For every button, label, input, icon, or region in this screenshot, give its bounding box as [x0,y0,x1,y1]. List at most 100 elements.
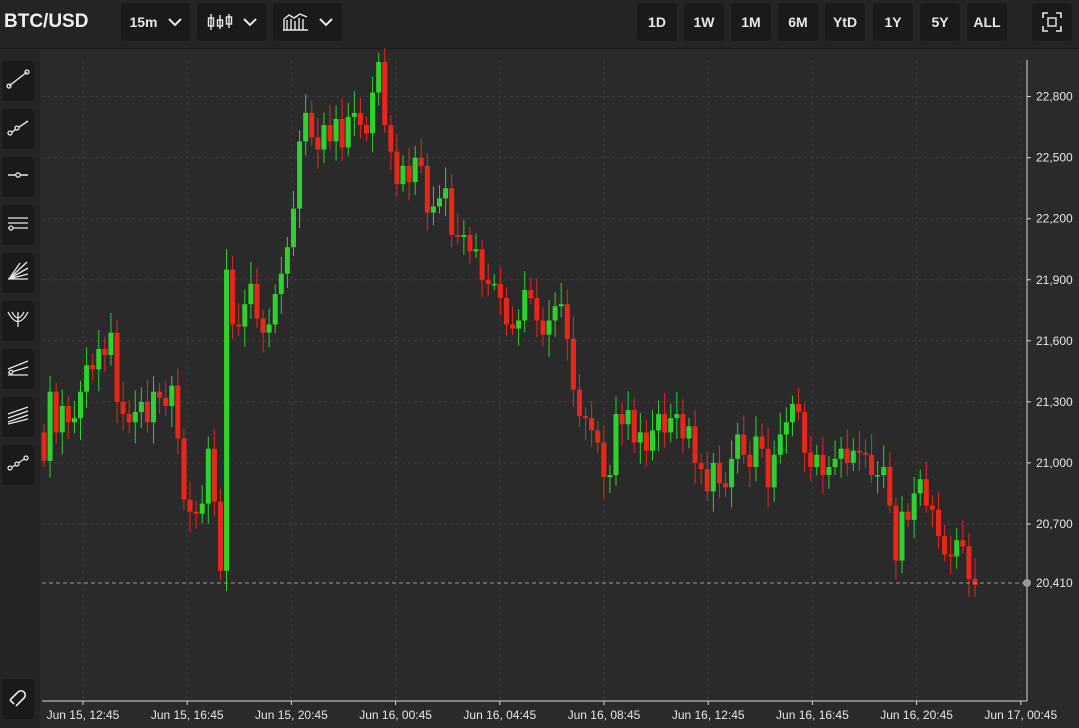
candle-body [510,324,516,329]
candle-body [278,273,284,295]
candle [686,417,692,449]
candle [826,456,832,489]
candle [929,495,935,528]
last-price-label: 20,410 [1036,576,1073,590]
candle-body [546,320,552,335]
candle [53,382,59,444]
candle-body [704,469,710,492]
trend-line-tool[interactable] [2,61,34,101]
candle [552,292,558,338]
candle [911,476,917,539]
candle [771,440,777,502]
candle [583,407,589,440]
chart-type-select[interactable] [197,3,266,41]
polyline-tool[interactable] [2,445,34,485]
regression-tool[interactable] [2,349,34,389]
candle-body [649,430,655,451]
ray-line-tool[interactable] [2,109,34,149]
candle [662,392,668,448]
candle-body [84,365,90,392]
candle-body [461,235,467,238]
candle [108,312,114,366]
magnet-tool[interactable] [2,679,34,719]
candle [850,438,856,471]
candle [84,347,90,409]
candle [406,147,412,201]
candle-body [643,432,649,451]
candle-body [948,554,954,557]
candle-body [747,454,753,467]
candle [144,379,150,433]
candle [887,452,893,514]
candle [522,271,528,333]
range-1m-button[interactable]: 1M [731,3,771,41]
candle-body [735,434,741,459]
candle-body [449,188,455,236]
top-toolbar: BTC/USD 15m [0,0,1079,49]
candle [485,263,491,296]
candle-body [741,434,747,455]
fan-tool[interactable] [2,253,34,293]
price-chart[interactable]: 20,700 21,000 21,300 21,600 21,900 22,200 22,5… [0,48,1079,728]
candle [157,382,163,414]
candle-body [942,536,948,555]
interval-select[interactable]: 15m [121,3,190,41]
candle [248,261,254,319]
candle-body [966,546,972,579]
range-1w-button[interactable]: 1W [684,3,724,41]
candle [802,402,808,473]
candle [193,500,199,530]
candle-body [211,448,217,502]
range-5y-button[interactable]: 5Y [920,3,960,41]
candle [205,436,211,525]
candle-body [236,324,242,327]
candle [394,134,400,198]
candle [716,445,722,499]
x-tick-label: Jun 16, 20:45 [880,708,953,722]
candle [643,419,649,467]
candle-body [814,454,820,467]
parallel-channel-tool[interactable] [2,205,34,245]
fullscreen-button[interactable] [1032,3,1072,41]
candle [339,98,345,162]
y-tick-label: 21,900 [1036,273,1073,287]
y-tick-label: 22,200 [1036,212,1073,226]
range-6m-button[interactable]: 6M [778,3,818,41]
candle-body [832,458,838,467]
candle [479,240,485,298]
candle [589,401,595,447]
horizontal-line-tool[interactable] [2,157,34,197]
interval-label: 15m [129,14,158,30]
chevron-down-icon [318,17,333,27]
candle-body [808,452,814,467]
pitchfork-tool[interactable] [2,301,34,341]
candle-body [680,414,686,439]
candle [254,268,260,328]
candle-body [333,119,339,142]
candle-body [382,62,388,126]
indicators-select[interactable] [273,3,342,41]
y-axis: 20,700 21,000 21,300 21,600 21,900 22,200 22,5… [1027,90,1073,531]
candle [777,412,783,464]
drawing-tools-sidebar [0,49,40,728]
fibonacci-tool[interactable] [2,397,34,437]
candle-body [869,454,875,476]
candle-body [108,332,114,356]
y-tick-label: 22,500 [1036,151,1073,165]
range-all-button[interactable]: ALL [967,3,1007,41]
candle-body [479,249,485,280]
range-1d-button[interactable]: 1D [637,3,677,41]
candle [923,461,929,513]
candle-body [887,466,893,506]
candle [491,274,497,291]
candle-body [309,112,315,138]
candle [376,52,382,106]
candle-body [485,279,491,284]
candle [704,452,710,501]
range-1y-button[interactable]: 1Y [873,3,913,41]
candle [96,330,102,392]
range-ytd-button[interactable]: YtD [825,3,865,41]
regression-icon [6,357,30,382]
candle-body [126,414,132,423]
candle [230,255,236,340]
